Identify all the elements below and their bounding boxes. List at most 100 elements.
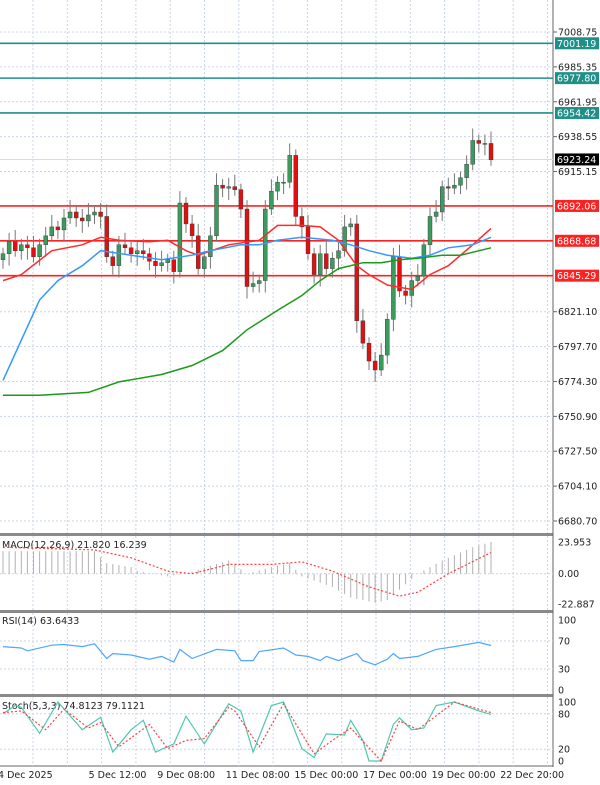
panel-separator — [0, 694, 553, 697]
price-level-badge — [555, 234, 599, 247]
time-tick-label: 19 Dec 00:00 — [432, 770, 496, 781]
price-tick-label: 6680.70 — [558, 517, 597, 528]
panel-separator — [0, 533, 553, 536]
candle-body — [220, 184, 225, 189]
price-level-badge — [555, 37, 599, 50]
candle-body — [379, 354, 384, 371]
candle-body — [488, 143, 494, 161]
macd-tick-label: -22.887 — [558, 600, 595, 611]
candle-body — [318, 253, 323, 275]
candle-body — [257, 280, 262, 284]
price-level-label: 6977.80 — [557, 74, 596, 85]
stochastic-tick-label: 20 — [558, 745, 570, 756]
candle-body — [238, 189, 244, 210]
stochastic-tick-label: 80 — [558, 709, 570, 720]
current-price-badge — [555, 153, 599, 166]
candle-body — [372, 360, 378, 371]
candle-body — [427, 216, 433, 245]
candle-body — [122, 244, 128, 248]
candle-body — [299, 216, 305, 228]
candle-body — [202, 256, 207, 269]
price-level-badge — [555, 106, 599, 119]
time-tick-label: 11 Dec 08:00 — [226, 770, 290, 781]
candle-body — [311, 253, 317, 275]
candle-body — [25, 244, 30, 248]
candle-body — [183, 202, 189, 225]
macd-label: MACD(12,26,9) 21.820 16.239 — [2, 540, 147, 551]
moving-average-line — [2, 236, 492, 381]
candle-body — [98, 211, 103, 217]
stochastic-main-line — [2, 700, 492, 762]
candle-body — [433, 211, 439, 217]
candle-body — [92, 211, 97, 216]
candle-body — [366, 342, 372, 362]
price-tick-label: 6797.70 — [558, 342, 597, 353]
candle-body — [348, 223, 353, 228]
candle-body — [250, 283, 256, 287]
price-tick-label: 6727.50 — [558, 447, 597, 458]
macd-panel: MACD(12,26,9) 21.820 16.239 — [2, 540, 492, 603]
macd-signal-line — [2, 546, 492, 597]
panel-separator — [0, 610, 553, 613]
candle-body — [19, 244, 24, 251]
candle-body — [134, 250, 140, 254]
price-tick-label: 6961.95 — [558, 97, 597, 108]
price-tick-label: 6704.10 — [558, 482, 597, 493]
price-level-badge — [555, 269, 599, 282]
candle-body — [116, 244, 122, 266]
stochastic-panel: Stoch(5,3,3) 74.8123 79.1121 — [2, 700, 492, 763]
candle-body — [293, 155, 298, 217]
price-level-badge — [555, 72, 599, 85]
candle-body — [226, 186, 231, 189]
rsi-panel: RSI(14) 63.6433 — [2, 616, 492, 666]
rsi-label: RSI(14) 63.6433 — [2, 616, 79, 627]
time-tick-label: 9 Dec 08:00 — [157, 770, 215, 781]
candle-body — [269, 190, 274, 210]
rsi-tick-label: 100 — [558, 616, 576, 627]
candle-body — [177, 202, 183, 272]
candle-body — [31, 247, 36, 257]
candle-body — [354, 223, 359, 322]
candle-body — [49, 226, 54, 237]
candle-body — [214, 184, 219, 237]
candle-body — [476, 140, 481, 144]
price-level-label: 6954.42 — [557, 108, 596, 119]
candle-body — [397, 256, 402, 292]
candle-body — [165, 259, 170, 263]
current-price-label: 6923.24 — [557, 155, 596, 166]
candles — [0, 128, 494, 382]
macd-tick-label: 0.00 — [558, 569, 579, 580]
grid — [0, 0, 554, 767]
candle-body — [208, 235, 213, 257]
price-level-label: 6868.68 — [557, 236, 596, 247]
candle-body — [421, 244, 427, 277]
candle-body — [330, 258, 335, 269]
candle-body — [55, 226, 61, 231]
time-tick-label: 4 Dec 2025 — [0, 770, 53, 781]
macd-tick-label: 23.953 — [558, 538, 591, 549]
stochastic-label: Stoch(5,3,3) 74.8123 79.1121 — [2, 701, 145, 712]
candle-body — [440, 186, 445, 213]
candle-body — [287, 155, 292, 183]
candle-body — [128, 247, 134, 254]
moving-average-line — [2, 224, 492, 291]
price-tick-label: 6750.90 — [558, 412, 597, 423]
rsi-tick-label: 30 — [558, 665, 570, 676]
candle-body — [391, 256, 396, 320]
candle-body — [446, 186, 451, 189]
candle-body — [67, 211, 73, 219]
candle-body — [452, 184, 457, 189]
candle-body — [86, 214, 91, 222]
candle-body — [458, 177, 463, 186]
time-tick-label: 5 Dec 12:00 — [89, 770, 147, 781]
candle-body — [0, 253, 6, 260]
price-tick-label: 6938.55 — [558, 132, 597, 143]
candle-body — [6, 241, 12, 254]
candle-body — [153, 260, 158, 266]
candle-body — [195, 235, 201, 269]
rsi-tick-label: 0 — [558, 686, 564, 697]
candle-body — [43, 235, 48, 245]
price-axis: 7008.75 6985.35 6961.95 6938.55 6915.15 6821.… — [553, 28, 599, 768]
price-tick-label: 6985.35 — [558, 62, 597, 73]
